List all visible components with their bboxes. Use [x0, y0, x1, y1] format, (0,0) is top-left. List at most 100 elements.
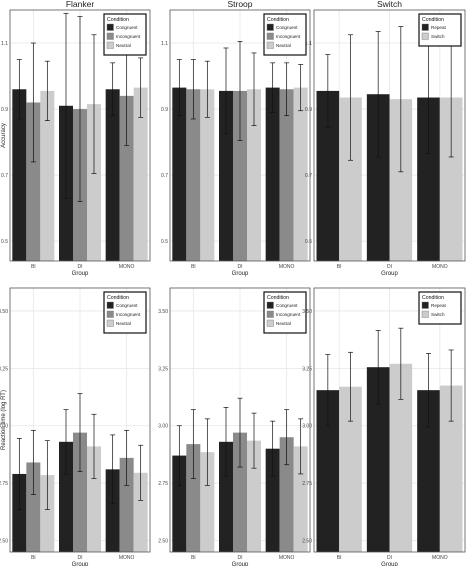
bar-neutral-di — [247, 89, 261, 262]
legend-label: Incongruent — [116, 312, 141, 317]
x-axis-label: Group — [381, 562, 398, 566]
bar-congruent-di — [219, 90, 233, 261]
legend-title: Condition — [267, 17, 289, 23]
legend-swatch-neutral — [106, 319, 114, 327]
xtick-label: BI — [31, 264, 36, 270]
bar-congruent-mono — [265, 87, 280, 261]
bar-congruent-bi — [12, 89, 27, 262]
panel-1: 0.5 0.7 0.9 1.1 BI DI MONO Group Flanker Accuracy… — [1, 0, 151, 277]
legend-label: Neutral — [276, 43, 291, 48]
bar-switch-bi — [339, 97, 362, 261]
bar-switch-di — [389, 363, 413, 552]
bar-incongruent-di — [73, 432, 87, 552]
legend: Condition Congruent Incongruent Neutral — [263, 13, 307, 56]
legend-label: Incongruent — [276, 312, 301, 317]
plot-border — [313, 9, 466, 262]
plot-border — [9, 287, 151, 553]
bar-incongruent-bi — [26, 462, 41, 552]
legend: Condition Congruent Incongruent Neutral — [263, 291, 307, 334]
bar-neutral-mono — [133, 87, 148, 261]
x-axis-label: Group — [232, 271, 249, 277]
bar-incongruent-mono — [279, 437, 294, 552]
ytick-label: 2.50 — [0, 539, 8, 545]
legend-label: Congruent — [276, 25, 298, 30]
bar-repeat-mono — [417, 390, 440, 552]
legend-label: Neutral — [276, 321, 291, 326]
ytick-label: 1.1 — [305, 41, 312, 47]
ytick-label: 3.25 — [0, 366, 8, 372]
xtick-label: MONO — [279, 555, 295, 561]
bar-neutral-di — [87, 104, 101, 261]
legend-label: Neutral — [116, 321, 131, 326]
ytick-label: 1.1 — [161, 41, 168, 47]
legend-swatch-neutral — [266, 41, 274, 49]
bar-congruent-di — [59, 441, 73, 552]
ytick-label: 2.75 — [302, 481, 312, 487]
xtick-label: MONO — [119, 264, 135, 270]
legend-label: Congruent — [116, 25, 138, 30]
bar-neutral-di — [87, 446, 101, 552]
legend-swatch-neutral — [266, 319, 274, 327]
legend-swatch-incongruent — [106, 32, 114, 40]
legend-label: Congruent — [116, 303, 138, 308]
legend-swatch-incongruent — [266, 32, 274, 40]
panel-2: 0.5 0.7 0.9 1.1 BI DI MONO Group Stroop Condition… — [161, 0, 311, 277]
bar-neutral-mono — [293, 87, 308, 261]
panel-5: 2.50 2.75 3.00 3.25 3.50 BI DI MONO Group Conditi… — [158, 287, 311, 566]
x-axis-label: Group — [381, 271, 398, 277]
ytick-label: 0.7 — [161, 173, 168, 179]
bar-repeat-bi — [316, 390, 340, 552]
bar-incongruent-di — [233, 432, 247, 552]
legend-swatch-neutral — [106, 41, 114, 49]
ytick-label: 2.75 — [158, 481, 168, 487]
legend: Condition Repeat Switch — [418, 13, 462, 47]
x-axis-label: Group — [72, 562, 89, 566]
legend-swatch-incongruent — [106, 310, 114, 318]
xtick-label: DI — [78, 555, 83, 561]
ytick-label: 0.7 — [305, 173, 312, 179]
bar-neutral-di — [247, 440, 261, 552]
xtick-label: DI — [238, 264, 243, 270]
ytick-label: 3.00 — [0, 424, 8, 430]
bar-congruent-mono — [105, 469, 120, 552]
chart-title: Stroop — [227, 0, 252, 9]
legend-swatch-congruent — [266, 301, 274, 309]
bar-incongruent-bi — [186, 89, 201, 262]
ytick-label: 3.00 — [158, 424, 168, 430]
bar-repeat-di — [366, 94, 390, 261]
ytick-label: 0.9 — [1, 107, 8, 113]
legend: Condition Congruent Incongruent Neutral — [103, 291, 147, 334]
bar-neutral-mono — [293, 446, 308, 552]
legend: Condition Congruent Incongruent Neutral — [103, 13, 147, 56]
legend-swatch-switch — [421, 32, 429, 40]
legend-swatch-repeat — [421, 23, 429, 31]
xtick-label: BI — [337, 555, 342, 561]
legend-label: Neutral — [116, 43, 131, 48]
bar-repeat-mono — [417, 97, 440, 261]
bar-congruent-mono — [265, 448, 280, 552]
bar-neutral-bi — [200, 452, 215, 552]
bar-congruent-di — [219, 441, 233, 552]
y-axis-label: Accuracy — [1, 123, 7, 148]
xtick-label: MONO — [119, 555, 135, 561]
bar-congruent-bi — [172, 455, 187, 552]
legend-title: Condition — [107, 17, 129, 23]
legend-label: Switch — [431, 34, 445, 39]
xtick-label: BI — [31, 555, 36, 561]
ytick-label: 3.00 — [302, 424, 312, 430]
x-axis-label: Group — [232, 562, 249, 566]
xtick-label: DI — [387, 264, 392, 270]
bar-switch-bi — [339, 386, 362, 552]
bar-incongruent-mono — [119, 95, 134, 261]
ytick-label: 0.9 — [161, 107, 168, 113]
y-axis-label: Reaction time (log RT) — [1, 390, 7, 450]
legend-swatch-congruent — [266, 23, 274, 31]
xtick-label: BI — [191, 264, 196, 270]
bar-congruent-bi — [12, 473, 27, 552]
legend-swatch-congruent — [106, 301, 114, 309]
legend-title: Condition — [422, 17, 444, 23]
bar-neutral-bi — [200, 89, 215, 262]
legend-title: Condition — [422, 295, 444, 301]
legend-title: Condition — [107, 295, 129, 301]
xtick-label: DI — [78, 264, 83, 270]
